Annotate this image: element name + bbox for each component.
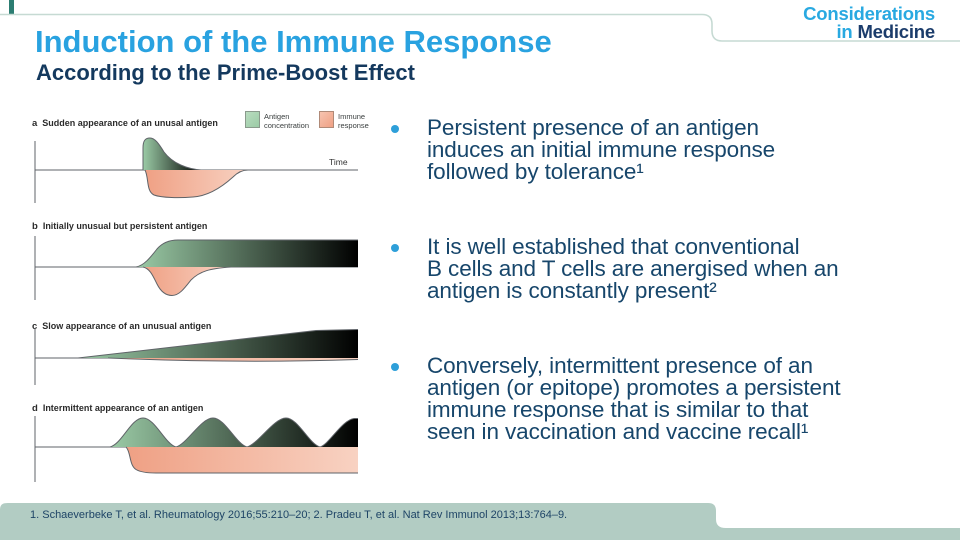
panel-c-letter: c <box>32 321 38 332</box>
legend-immune: Immune response <box>319 111 369 130</box>
bullet-list: Persistent presence of an antigen induce… <box>391 115 951 496</box>
panel-d-antigen-curve <box>110 418 358 447</box>
bullet-3-line-1: Conversely, intermittent presence of an <box>427 353 813 378</box>
panel-b-immune-curve <box>143 267 231 296</box>
panel-b-label: b Initially unusual but persistent antige… <box>32 221 207 232</box>
panel-d-label: d Intermittent appearance of an antigen <box>32 403 203 414</box>
panel-b-antigen-outline <box>135 239 358 268</box>
top-border-line <box>0 13 960 42</box>
panel-d-immune-outline <box>125 446 358 474</box>
brand-logo: Considerations in Medicine <box>803 3 935 42</box>
bullet-item-1: Persistent presence of an antigen induce… <box>391 115 951 184</box>
panel-a-antigen-outline <box>142 137 202 171</box>
bullet-2-line-3: antigen is constantly present² <box>427 278 717 303</box>
panel-b-immune-outline <box>142 266 232 297</box>
bullet-dot-icon <box>391 363 399 371</box>
top-accent-dash <box>9 0 14 14</box>
panel-c-antigen-outline <box>77 329 359 359</box>
legend-antigen-line1: Antigen <box>264 112 290 121</box>
legend-antigen-text: Antigen concentration <box>264 111 309 130</box>
bullet-1-line-1: Persistent presence of an antigen <box>427 115 759 140</box>
logo-medicine: Medicine <box>857 21 935 42</box>
bullet-3-line-4: seen in vaccination and vaccine recall¹ <box>427 419 809 444</box>
legend-immune-text: Immune response <box>338 111 369 130</box>
legend-immune-line1: Immune <box>338 112 366 121</box>
bullet-3-text: Conversely, intermittent presence of an … <box>427 353 841 444</box>
logo-line2: in Medicine <box>803 21 935 42</box>
bullet-dot-icon <box>391 125 399 133</box>
panel-a-label: a Sudden appearance of an unusal antigen <box>32 118 218 129</box>
legend-antigen: Antigen concentration <box>245 111 309 130</box>
bullet-1-line-3: followed by tolerance¹ <box>427 159 644 184</box>
logo-considerations: Considerations <box>803 3 935 24</box>
panel-a-text: Sudden appearance of an unusal antigen <box>42 118 218 128</box>
page-subtitle: According to the Prime-Boost Effect <box>36 60 415 85</box>
panel-a-immune-curve <box>145 170 248 198</box>
panel-c-antigen-curve <box>78 329 358 358</box>
page-title: Induction of the Immune Response <box>35 24 552 59</box>
top-border-decoration <box>0 13 960 42</box>
footer-band-shape <box>0 503 960 540</box>
time-axis-label: Time <box>329 157 348 167</box>
bullet-dot-icon <box>391 244 399 252</box>
legend-antigen-line2: concentration <box>264 121 310 130</box>
panel-b-antigen-curve <box>136 240 358 267</box>
bullet-3-line-2: antigen (or epitope) promotes a persiste… <box>427 375 841 400</box>
prime-boost-figure: a Sudden appearance of an unusal antigen … <box>30 108 369 500</box>
reference-text: 1. Schaeverbeke T, et al. Rheumatology 2… <box>30 509 568 521</box>
panel-c-text: Slow appearance of an unusual antigen <box>42 321 212 331</box>
panel-c-immune-curve <box>108 358 358 362</box>
antigen-swatch-icon <box>245 111 260 128</box>
panel-d-letter: d <box>32 403 38 414</box>
logo-in: in <box>836 21 858 42</box>
bullet-2-line-2: B cells and T cells are anergised when a… <box>427 256 839 281</box>
bullet-item-3: Conversely, intermittent presence of an … <box>391 353 951 444</box>
panel-d-antigen-outline <box>109 417 358 448</box>
panel-a-letter: a <box>32 118 38 129</box>
bullet-1-line-2: induces an initial immune response <box>427 137 776 162</box>
panel-c-immune-outline <box>107 357 359 362</box>
panel-d-text: Intermittent appearance of an antigen <box>42 403 204 413</box>
panel-b-letter: b <box>32 221 38 232</box>
immune-swatch-icon <box>319 111 334 128</box>
bullet-item-2: It is well established that conventional… <box>391 234 951 303</box>
panel-c-label: c Slow appearance of an unusual antigen <box>32 321 211 332</box>
bullet-1-text: Persistent presence of an antigen induce… <box>427 115 776 184</box>
panel-d-immune-curve <box>126 447 358 473</box>
figure-curves <box>34 137 359 482</box>
bullet-3-line-3: immune response that is similar to that <box>427 397 809 422</box>
panel-a-immune-outline <box>144 169 249 199</box>
footer-band <box>0 503 960 540</box>
bullet-2-text: It is well established that conventional… <box>427 234 839 303</box>
bullet-2-line-1: It is well established that conventional <box>427 234 800 259</box>
logo-line1: Considerations <box>803 3 935 24</box>
panel-b-text: Initially unusual but persistent antigen <box>42 221 208 231</box>
legend-immune-line2: response <box>338 121 369 130</box>
panel-a-antigen-curve <box>143 138 201 170</box>
